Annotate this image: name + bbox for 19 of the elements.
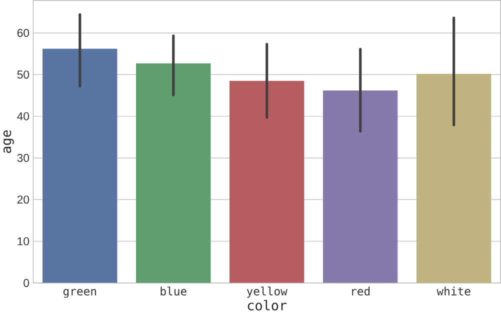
y-tick-label: 40 (17, 112, 30, 120)
x-tick-label: yellow (246, 286, 288, 298)
x-tick-label: red (352, 286, 370, 296)
x-tick-label: blue (160, 286, 186, 296)
bar (229, 80, 304, 283)
y-tick-label: 50 (17, 70, 30, 79)
y-tick-label: 20 (17, 196, 30, 204)
bar (136, 63, 211, 283)
y-axis-title: age (3, 130, 14, 154)
x-tick-label: green (63, 289, 96, 298)
y-tick-label: 0 (24, 278, 30, 288)
y-tick-label: 10 (18, 237, 30, 246)
bar (42, 48, 118, 283)
x-tick-label: white (436, 286, 470, 296)
bar (322, 90, 398, 283)
y-tick-label: 60 (17, 28, 30, 38)
x-axis-title: color (248, 300, 287, 310)
y-tick-label: 30 (17, 154, 30, 162)
bar (416, 74, 492, 283)
